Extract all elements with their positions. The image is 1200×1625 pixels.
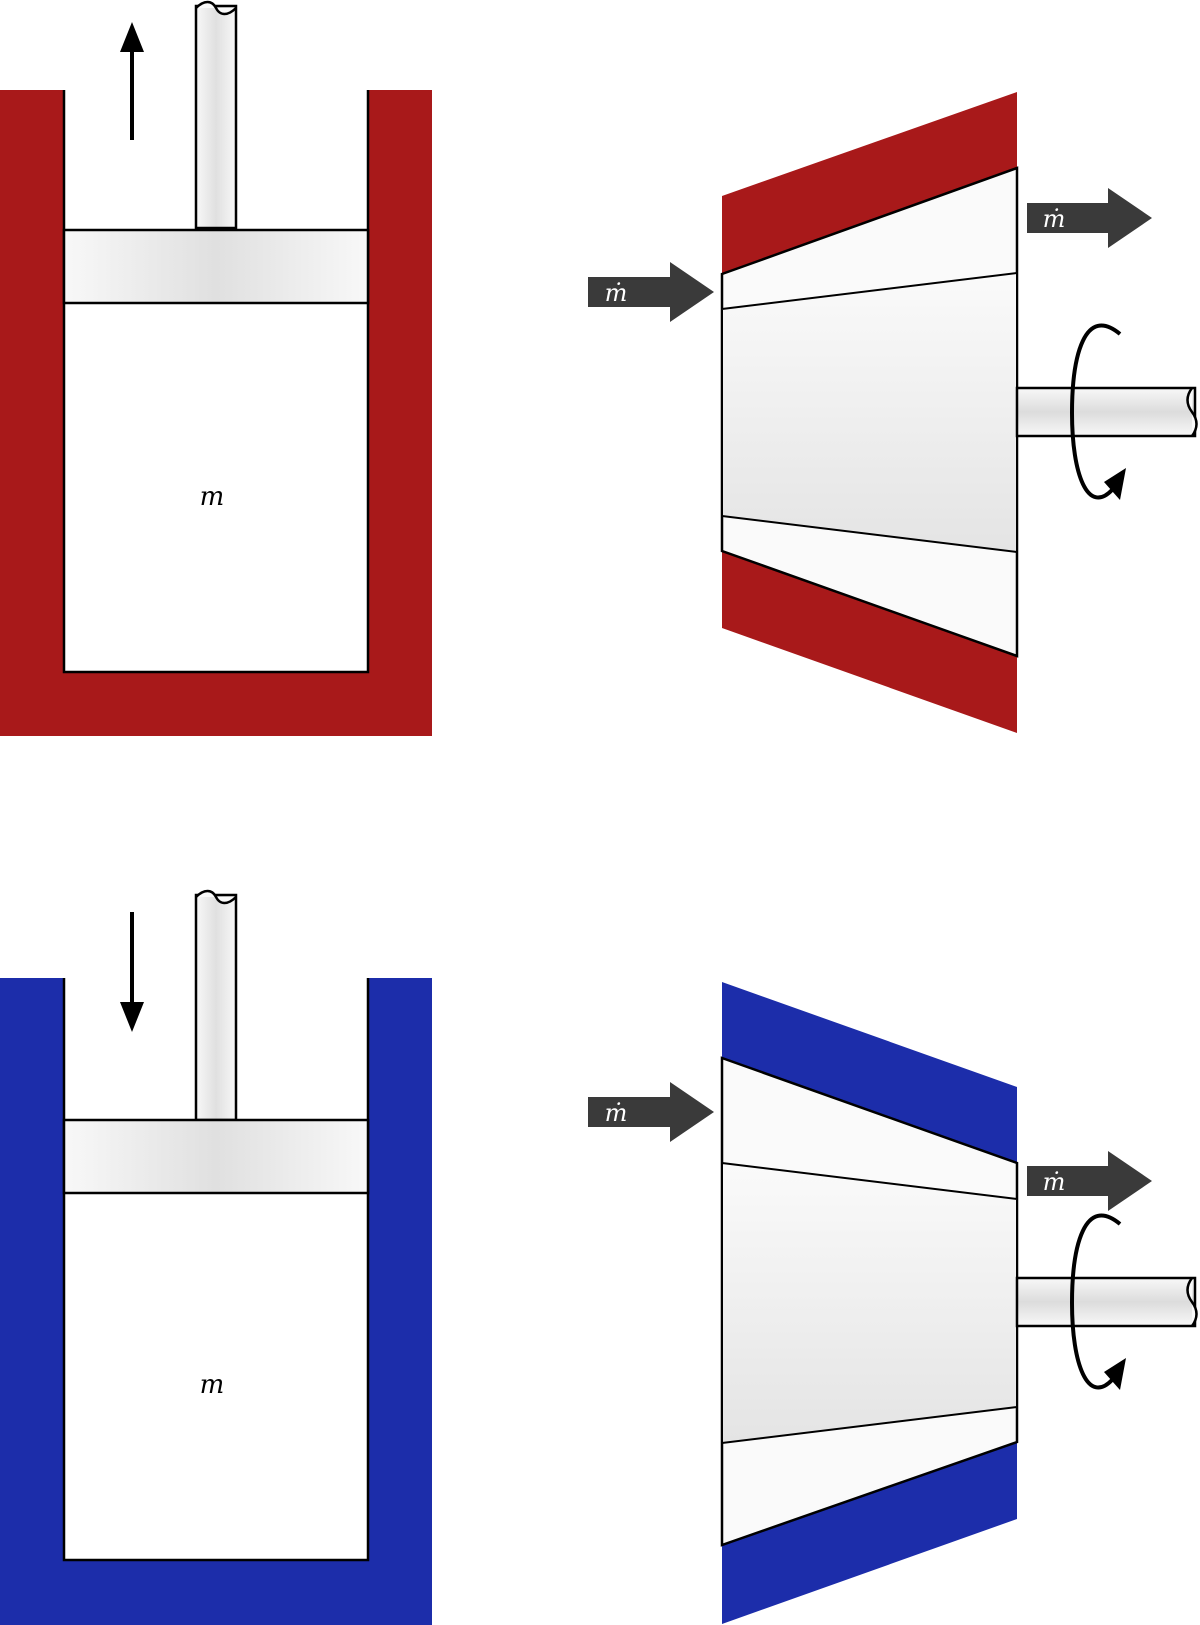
turbine-shaft xyxy=(1015,1276,1197,1328)
outlet-flow-arrow: ṁ xyxy=(1027,1151,1152,1211)
hot-turbine-casing-bottom xyxy=(722,551,1017,733)
shaft-break-mark xyxy=(1186,387,1198,437)
arrow-up-icon xyxy=(120,22,144,140)
hot-piston-cylinder: m xyxy=(0,0,432,736)
turbine-shaft xyxy=(1015,386,1197,438)
cold-turbine-casing-top xyxy=(722,982,1017,1163)
turbine-rotor xyxy=(721,271,1018,554)
shaft-break-mark xyxy=(1186,1277,1198,1327)
outlet-flow-arrow: ṁ xyxy=(1027,188,1152,248)
hot-cylinder-wall xyxy=(0,90,432,736)
turbine-rotor xyxy=(721,1161,1018,1445)
cold-turbine-casing-bottom xyxy=(722,1442,1017,1624)
rod-break-mark xyxy=(195,889,237,905)
rotation-arrow-icon xyxy=(1069,1213,1126,1390)
mass-label: m xyxy=(200,1370,225,1400)
inlet-flow-label: ṁ xyxy=(605,279,628,307)
cylinder-inner-outline xyxy=(62,90,370,674)
inlet-flow-arrow: ṁ xyxy=(588,1082,714,1142)
hot-turbine: ṁ ṁ xyxy=(588,92,1198,733)
rotation-arrow-icon xyxy=(1069,323,1126,500)
inlet-flow-label: ṁ xyxy=(605,1099,628,1127)
cold-turbine: ṁ ṁ xyxy=(588,982,1198,1624)
outlet-flow-label: ṁ xyxy=(1043,205,1066,233)
piston-rod xyxy=(194,4,238,230)
cylinder-inner-outline xyxy=(62,978,370,1562)
piston-rod xyxy=(194,893,238,1122)
piston-head xyxy=(62,228,370,305)
hot-turbine-casing-top xyxy=(722,92,1017,274)
piston-head xyxy=(62,1118,370,1195)
cold-piston-cylinder: m xyxy=(0,889,432,1625)
rod-break-mark xyxy=(195,0,237,16)
mass-label: m xyxy=(200,482,225,512)
inlet-flow-arrow: ṁ xyxy=(588,262,714,322)
cold-cylinder-wall xyxy=(0,978,432,1625)
arrow-down-icon xyxy=(120,912,144,1032)
outlet-flow-label: ṁ xyxy=(1043,1168,1066,1196)
